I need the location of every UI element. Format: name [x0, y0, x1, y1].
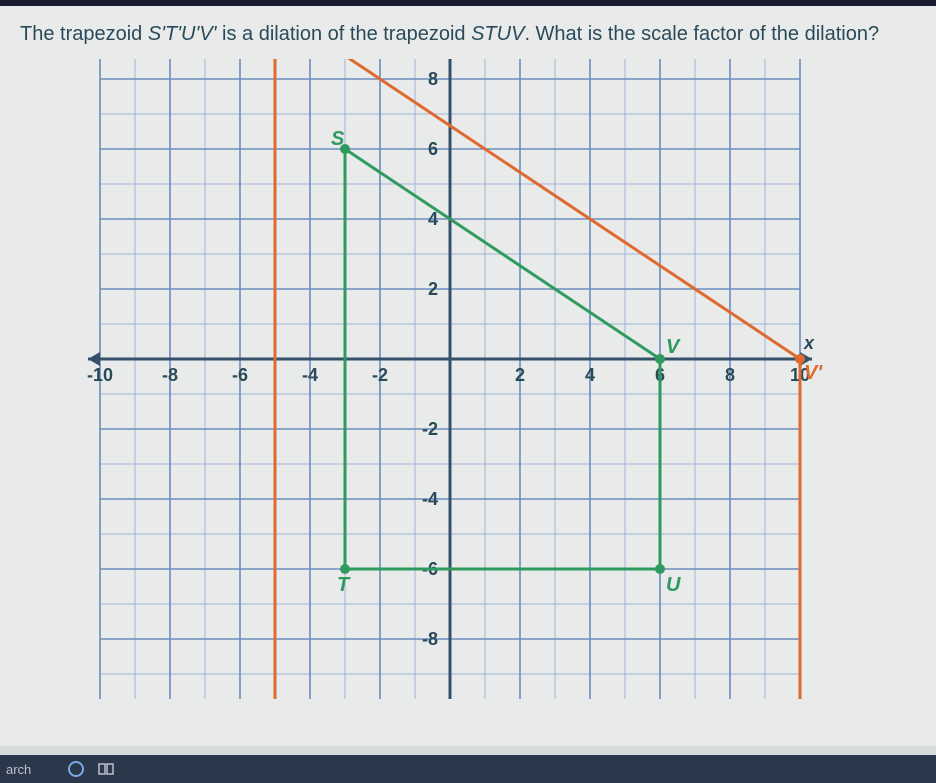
- svg-text:T: T: [337, 574, 351, 596]
- q-shape-prime: S'T'U'V': [148, 23, 217, 45]
- svg-text:4: 4: [428, 209, 438, 229]
- q-suffix: . What is the scale factor of the dilati…: [524, 23, 879, 45]
- q-shape: STUV: [471, 23, 524, 45]
- worksheet-panel: The trapezoid S'T'U'V' is a dilation of …: [0, 6, 936, 746]
- svg-text:S: S: [331, 128, 345, 150]
- q-mid: is a dilation of the trapezoid: [216, 23, 471, 45]
- svg-text:6: 6: [428, 139, 438, 159]
- taskbar-search-text[interactable]: arch: [6, 762, 31, 777]
- svg-text:4: 4: [585, 365, 595, 385]
- taskbar[interactable]: arch: [0, 755, 936, 783]
- svg-text:2: 2: [428, 279, 438, 299]
- question-text: The trapezoid S'T'U'V' is a dilation of …: [20, 20, 916, 49]
- task-view-icon[interactable]: [97, 760, 115, 778]
- svg-text:-8: -8: [422, 629, 438, 649]
- svg-text:-2: -2: [372, 365, 388, 385]
- svg-text:-8: -8: [162, 365, 178, 385]
- q-prefix: The trapezoid: [20, 23, 148, 45]
- svg-text:U: U: [666, 574, 681, 596]
- svg-text:8: 8: [428, 69, 438, 89]
- svg-text:-6: -6: [232, 365, 248, 385]
- coordinate-plane-chart: -10-8-6-4-2246810108642-2-4-6-8-10xySTUV…: [70, 59, 840, 699]
- svg-text:V: V: [666, 336, 681, 358]
- coordinate-plane-svg: -10-8-6-4-2246810108642-2-4-6-8-10xySTUV…: [70, 59, 840, 699]
- svg-text:8: 8: [725, 365, 735, 385]
- cortana-icon[interactable]: [67, 760, 85, 778]
- svg-text:-4: -4: [302, 365, 318, 385]
- svg-text:-4: -4: [422, 489, 438, 509]
- svg-text:2: 2: [515, 365, 525, 385]
- svg-text:x: x: [803, 333, 815, 353]
- svg-text:-2: -2: [422, 419, 438, 439]
- svg-text:V': V': [804, 362, 823, 384]
- svg-text:-10: -10: [87, 365, 113, 385]
